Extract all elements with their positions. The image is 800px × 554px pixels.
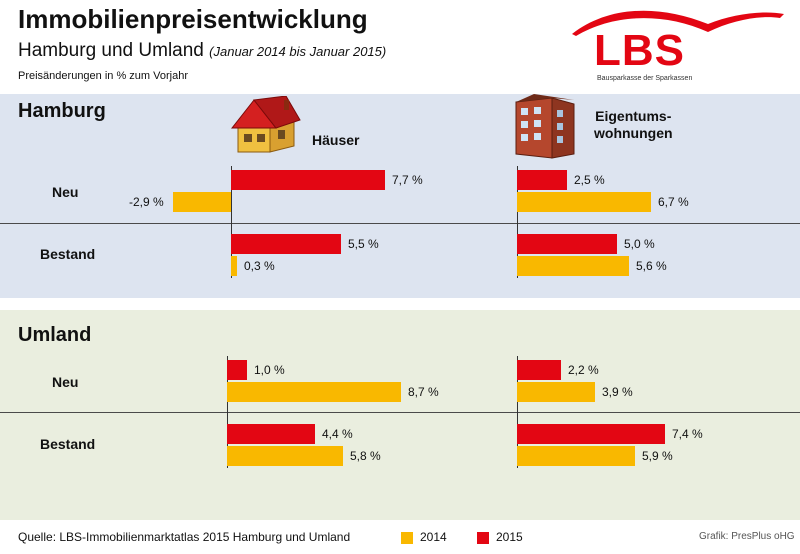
value-label-umland-haeuser-neu-2015: 1,0 % [254,363,285,377]
value-label-umland-haeuser-bestand-2014: 5,8 % [350,449,381,463]
value-label-umland-eigentumswohnungen-bestand-2015: 7,4 % [672,427,703,441]
value-label-hamburg-eigentumswohnungen-bestand-2014: 5,6 % [636,259,667,273]
value-label-hamburg-haeuser-neu-2015: 7,7 % [392,173,423,187]
value-label-hamburg-eigentumswohnungen-neu-2015: 2,5 % [574,173,605,187]
bar-umland-eigentumswohnungen-neu-2014 [517,382,595,402]
bar-umland-haeuser-neu-2014 [227,382,401,402]
bar-hamburg-haeuser-bestand-2014 [231,256,237,276]
row-label-umland-new: Neu [52,374,79,390]
region-label-hamburg: Hamburg [18,100,106,122]
row-label-hamburg-existing: Bestand [40,246,96,262]
page-title: Immobilienpreisentwicklung [18,4,368,34]
panel-hamburg [0,94,800,298]
axis-hamburg-eigentumswohnungen [517,166,518,278]
bar-umland-eigentumswohnungen-bestand-2015 [517,424,665,444]
value-label-hamburg-eigentumswohnungen-bestand-2015: 5,0 % [624,237,655,251]
panel-umland [0,310,800,520]
unit-note: Preisänderungen in % zum Vorjahr [18,70,188,82]
value-label-hamburg-haeuser-neu-2014: -2,9 % [129,195,164,209]
column-header-apartments: Eigentums-wohnungen [594,108,673,142]
region-label-umland: Umland [18,324,92,346]
bar-umland-eigentumswohnungen-neu-2015 [517,360,561,380]
apartment-building-icon [515,94,575,159]
column-header-apartments-line1: Eigentums- [595,108,672,124]
lbs-roof-icon [572,10,784,36]
axis-umland-haeuser [227,356,228,468]
bar-hamburg-eigentumswohnungen-neu-2014 [517,192,651,212]
bar-hamburg-haeuser-neu-2015 [231,170,385,190]
value-label-umland-haeuser-bestand-2015: 4,4 % [322,427,353,441]
row-label-umland-existing: Bestand [40,436,96,452]
row-label-hamburg-new: Neu [52,184,79,200]
value-label-umland-haeuser-neu-2014: 8,7 % [408,385,439,399]
graphic-credit: Grafik: PresPlus oHG [699,531,795,542]
value-label-umland-eigentumswohnungen-bestand-2014: 5,9 % [642,449,673,463]
house-icon [230,96,301,153]
lbs-tagline: Bausparkasse der Sparkassen [597,75,693,82]
bar-hamburg-eigentumswohnungen-neu-2015 [517,170,567,190]
legend-label-2015: 2015 [496,530,523,544]
value-label-umland-eigentumswohnungen-neu-2015: 2,2 % [568,363,599,377]
separator-umland [0,412,800,413]
column-header-apartments-line2: wohnungen [594,125,673,141]
bar-hamburg-eigentumswohnungen-bestand-2014 [517,256,629,276]
bar-hamburg-haeuser-neu-2014 [173,192,231,212]
value-label-umland-eigentumswohnungen-neu-2014: 3,9 % [602,385,633,399]
lbs-logo: LBS [594,26,685,75]
bar-umland-eigentumswohnungen-bestand-2014 [517,446,635,466]
bar-umland-haeuser-bestand-2015 [227,424,315,444]
bar-hamburg-eigentumswohnungen-bestand-2015 [517,234,617,254]
value-label-hamburg-haeuser-bestand-2015: 5,5 % [348,237,379,251]
page-subtitle: Hamburg und Umland (Januar 2014 bis Janu… [18,40,386,62]
axis-umland-eigentumswohnungen [517,356,518,468]
legend-swatch-2014 [401,532,413,544]
bar-umland-haeuser-neu-2015 [227,360,247,380]
bar-umland-haeuser-bestand-2014 [227,446,343,466]
source-note: Quelle: LBS-Immobilienmarktatlas 2015 Ha… [18,530,351,544]
column-header-houses: Häuser [312,132,360,148]
subtitle-period: (Januar 2014 bis Januar 2015) [209,44,387,59]
separator-hamburg [0,223,800,224]
bar-hamburg-haeuser-bestand-2015 [231,234,341,254]
axis-hamburg-haeuser [231,166,232,278]
value-label-hamburg-eigentumswohnungen-neu-2014: 6,7 % [658,195,689,209]
legend-label-2014: 2014 [420,530,447,544]
value-label-hamburg-haeuser-bestand-2014: 0,3 % [244,259,275,273]
subtitle-text: Hamburg und Umland [18,40,204,61]
legend-swatch-2015 [477,532,489,544]
